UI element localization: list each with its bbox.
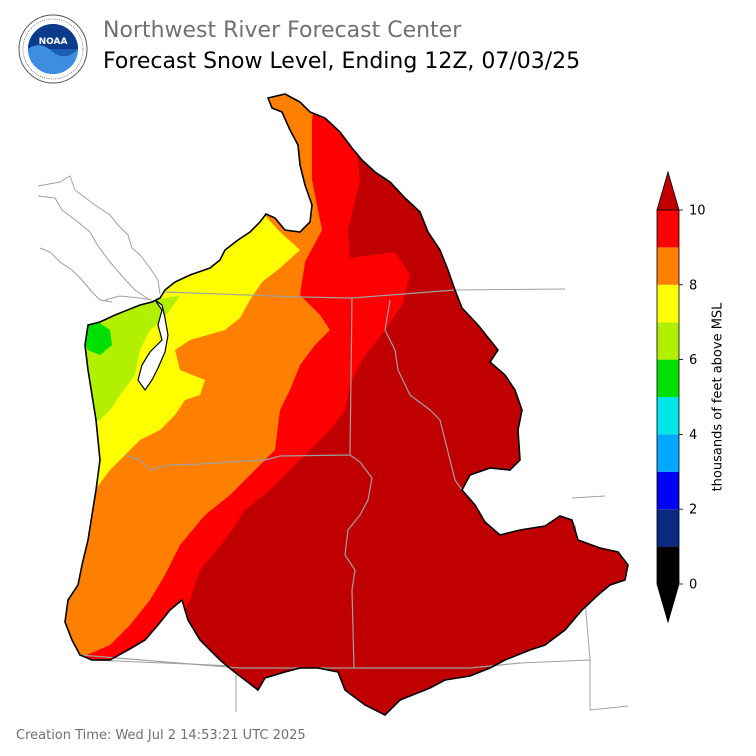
colorbar-bin xyxy=(657,210,679,248)
svg-text:NOAA: NOAA xyxy=(39,37,68,47)
colorbar-bin xyxy=(657,359,679,397)
colorbar-tick-label: 8 xyxy=(689,278,697,293)
colorbar-tick-label: 0 xyxy=(689,578,697,593)
noaa-logo-icon: NOAA xyxy=(18,14,88,84)
colorbar-under-arrow xyxy=(656,583,680,624)
org-title: Northwest River Forecast Center xyxy=(103,18,462,43)
colorbar-bin xyxy=(657,397,679,435)
colorbar-bin xyxy=(657,284,679,323)
colorbar: 0 2 4 6 8 10 xyxy=(656,170,706,624)
colorbar-bin xyxy=(657,546,679,584)
colorbar-bin xyxy=(657,247,679,285)
colorbar-bin xyxy=(657,509,679,547)
outside-coastlines xyxy=(37,175,161,303)
creation-time: Creation Time: Wed Jul 2 14:53:21 UTC 20… xyxy=(16,728,306,743)
colorbar-over-arrow xyxy=(656,170,680,211)
outside-borders xyxy=(89,288,629,712)
colorbar-bin xyxy=(657,434,679,472)
colorbar-tick-label: 4 xyxy=(689,428,697,443)
colorbar-tick-label: 2 xyxy=(689,503,697,518)
colorbar-tick-label: 10 xyxy=(689,204,706,219)
colorbar-title: thousands of feet above MSL xyxy=(710,302,726,492)
state-borders xyxy=(79,289,521,669)
colorbar-tick-label: 6 xyxy=(689,353,697,368)
map-title: Forecast Snow Level, Ending 12Z, 07/03/2… xyxy=(103,49,581,74)
puget-sound xyxy=(137,299,169,392)
colorbar-bin xyxy=(657,471,679,510)
basin-outline xyxy=(64,93,629,716)
colorbar-bin xyxy=(657,322,679,360)
